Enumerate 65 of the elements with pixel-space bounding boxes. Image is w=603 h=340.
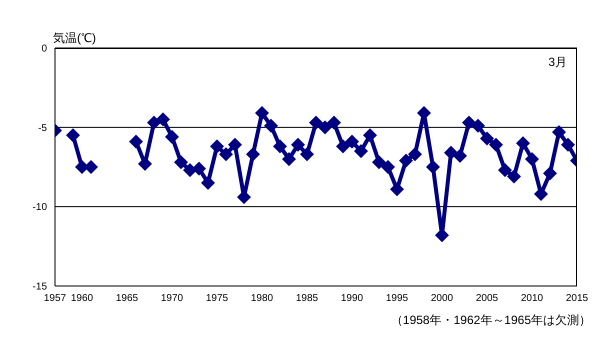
- point: [246, 147, 260, 162]
- y-tick-label: -15: [32, 282, 48, 293]
- point: [318, 120, 332, 134]
- point: [543, 166, 557, 180]
- x-tick-label: 1980: [250, 293, 274, 304]
- x-tick-label: 2005: [476, 293, 499, 304]
- point: [381, 160, 395, 174]
- x-tick-label: 2010: [520, 293, 544, 304]
- point: [165, 130, 179, 144]
- point: [192, 162, 206, 176]
- point: [264, 118, 278, 133]
- x-tick-label: 1975: [206, 293, 229, 304]
- point: [552, 125, 566, 140]
- point: [363, 128, 377, 142]
- y-tick-label: -5: [38, 122, 48, 134]
- point: [201, 176, 215, 190]
- point: [399, 154, 413, 168]
- point: [426, 160, 440, 174]
- y-axis-title: 気温(℃): [53, 30, 96, 47]
- point: [174, 155, 188, 170]
- x-tick-label: 1965: [116, 293, 139, 304]
- point: [273, 139, 287, 154]
- point: [147, 116, 161, 130]
- point: [156, 112, 170, 126]
- point: [498, 163, 512, 178]
- point: [534, 186, 548, 201]
- point: [471, 118, 485, 133]
- point: [219, 147, 233, 162]
- point: [462, 116, 476, 130]
- point: [453, 148, 467, 163]
- point: [516, 136, 530, 150]
- point: [525, 152, 539, 166]
- point: [228, 138, 242, 152]
- point: [309, 116, 323, 130]
- x-tick-label: 1990: [340, 293, 364, 304]
- point: [408, 147, 422, 162]
- point: [129, 134, 143, 149]
- point: [345, 134, 359, 149]
- point: [372, 155, 386, 170]
- x-tick-label: 1957: [44, 293, 67, 304]
- point: [444, 146, 458, 160]
- y-tick-label: -10: [32, 202, 48, 214]
- point: [480, 131, 494, 146]
- point: [210, 139, 224, 154]
- point: [255, 106, 269, 120]
- point: [336, 139, 350, 154]
- point: [327, 116, 341, 130]
- point: [390, 182, 404, 196]
- annotation: 3月: [548, 54, 567, 71]
- x-tick-label: 1985: [296, 293, 319, 304]
- point: [561, 138, 575, 152]
- x-tick-label: 2015: [566, 293, 589, 304]
- y-tick-label: 0: [41, 44, 48, 55]
- point: [291, 138, 305, 152]
- x-tick-label: 1995: [386, 293, 409, 304]
- point: [66, 128, 80, 142]
- x-tick-label: 1970: [160, 293, 184, 304]
- point: [354, 144, 368, 158]
- point: [282, 152, 296, 166]
- text: （1958年・1962年～1965年は欠測）: [390, 312, 591, 329]
- point: [507, 170, 521, 184]
- point: [300, 147, 314, 162]
- point: [489, 138, 503, 152]
- x-tick-label: 1960: [70, 293, 94, 304]
- x-tick-label: 2000: [430, 293, 454, 304]
